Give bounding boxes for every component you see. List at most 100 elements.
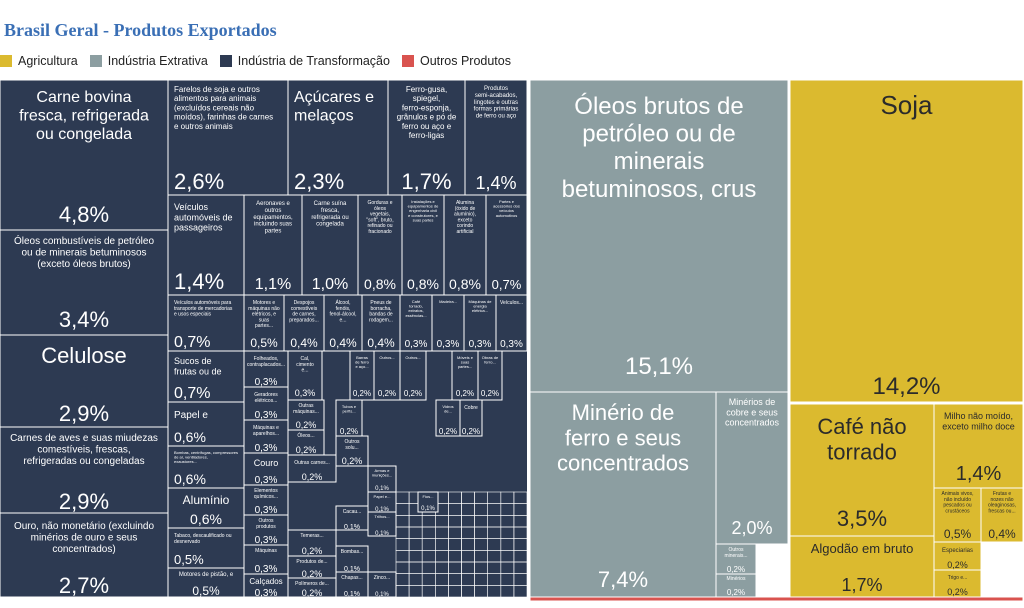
tile-rect-ferro-gusa <box>387 79 466 196</box>
treemap-tile-folheados[interactable]: Folheados, contraplacados... 0,3% <box>243 350 289 388</box>
treemap-tile-carne-bovina[interactable]: Carne bovina fresca, refrigerada ou congel… <box>0 79 169 231</box>
treemap-tile-moveis[interactable]: Móveis e suas partes... 0,2% <box>451 350 479 401</box>
treemap-tile-animais-vivos[interactable]: Animais vivos, não incluído pescados ou cru… <box>933 487 982 543</box>
treemap-tile-armas[interactable]: Armas e munições... 0,1% <box>367 465 397 493</box>
tile-rect-cobre <box>459 399 483 437</box>
treemap-tile-papel[interactable]: Papel e 0,6% <box>167 401 245 447</box>
treemap-tile-oleos-brutos[interactable]: Óleos brutos de petróleo ou de minerais bet… <box>529 79 789 393</box>
treemap-tile-motores-eletricos[interactable]: Motores e máquinas não elétricos, e suas par… <box>243 294 285 352</box>
treemap-tile-alcool[interactable]: Álcool, fenóis, fenol-álcool, e... 0,4% <box>323 294 363 352</box>
treemap-tile-couro[interactable]: Couro 0,3% <box>243 452 289 486</box>
legend-item-transformacao[interactable]: Indústria de Transformação <box>219 54 390 68</box>
treemap-tile-carne-suina[interactable]: Carne suína fresca, refrigerada ou congelad… <box>301 194 359 296</box>
treemap-tile-veiculos-carga[interactable]: Veículos automóveis para transporte de me… <box>167 294 245 352</box>
treemap-tile-soja[interactable]: Soja 14,2% <box>789 79 1024 403</box>
treemap-tile-bombas-2[interactable]: Bombas... 0,1% <box>335 545 369 573</box>
treemap-tile-outros-prod-comest[interactable]: Outros produtos 0,3% <box>243 514 289 546</box>
treemap-tile-carnes-aves[interactable]: Carnes de aves e suas miudezas comestívei… <box>0 426 169 514</box>
treemap-tile-minerios-cobre[interactable]: Minérios de cobre e seus concentrados 2,0% <box>715 391 789 545</box>
tile-rect-aeronaves <box>243 194 303 296</box>
treemap-tile-tubos[interactable]: Tubos e perfis... 0,2% <box>335 399 363 437</box>
treemap-tile-ferro-gusa[interactable]: Ferro-gusa, spiegel, ferro-esponja, grânulo… <box>387 79 466 196</box>
treemap-tile-farelos[interactable]: Farelos de soja e outros alimentos para a… <box>167 79 289 196</box>
treemap-tile-sucos[interactable]: Sucos de frutas ou de 0,7% <box>167 350 245 403</box>
treemap-tile-tempero[interactable]: Temeras... 0,2% <box>287 529 337 557</box>
treemap-tile-oleos-comb[interactable]: Óleos combustíveis de petróleo ou de mine… <box>0 229 169 336</box>
treemap-tile-ouro[interactable]: Ouro, não monetário (excluindo minérios d… <box>0 512 169 598</box>
treemap-tile-outros-minerais[interactable]: Outros minerais... 0,2% <box>715 543 757 575</box>
treemap-tile-minerios-de[interactable]: Minérios 0,2% <box>715 573 757 598</box>
treemap-tile-minerio-ferro[interactable]: Minério de ferro e seus concentrados 7,4% <box>529 391 717 598</box>
treemap-tile-cafe[interactable]: Café não torrado 3,5% <box>789 403 935 537</box>
treemap-tile-acucares[interactable]: Açúcares e melaços 2,3% <box>287 79 389 196</box>
treemap-tile-milho[interactable]: Milho não moído, exceto milho doce 1,4% <box>933 403 1024 489</box>
treemap-tile-fios[interactable]: Fios... 0,1% <box>417 491 439 513</box>
treemap-tile-outros-prod-tiny[interactable] <box>529 596 1024 602</box>
treemap-tile-calcados[interactable]: Calçados 0,3% <box>243 573 289 599</box>
treemap-tile-chapas[interactable]: Chapas... 0,1% <box>335 571 369 598</box>
tile-rect-tempero <box>287 529 337 557</box>
legend-item-extrativa[interactable]: Indústria Extrativa <box>89 54 208 68</box>
tile-rect-pneus <box>361 294 401 352</box>
treemap-tile-outras-carnes[interactable]: Outras carnes... 0,2% <box>287 454 337 483</box>
treemap-tile-zinco[interactable]: Zinco... 0,1% <box>367 571 397 598</box>
treemap-tile-produtos-de[interactable]: Produtos de... 0,2% <box>287 555 337 579</box>
tile-value-tabaco: 0,5% <box>174 552 204 567</box>
treemap-tile-outros-sol[interactable]: Outros solu... 0,2% <box>335 435 369 467</box>
tile-label-pneus: Pneus de borracha, bandas de rodagem... <box>369 300 393 323</box>
tile-rect-trigo <box>933 569 982 598</box>
treemap-tile-outros-1[interactable]: Outros... 0,2% <box>373 350 401 401</box>
treemap-tile-trigo[interactable]: Trigo e... 0,2% <box>933 569 982 598</box>
treemap-tile-cafe-torrado[interactable]: Café torrado, extratos, essências... 0,3% <box>399 294 433 352</box>
treemap-tile-veiculos-pass[interactable]: Veículos automóveis de passageiros 1,4% <box>167 194 245 296</box>
tile-label-ferro-gusa: Ferro-gusa, spiegel, ferro-esponja, grânulo… <box>397 85 457 140</box>
treemap-tile-aeronaves[interactable]: Aeronaves e outros equipamentos, incluindo … <box>243 194 303 296</box>
tile-rect-gorduras <box>357 194 403 296</box>
treemap-tile-partes-veiculos[interactable]: Partes e acessórios dos veículos automotivo… <box>485 194 528 296</box>
treemap-tile-bombas[interactable]: Bombas, centrífugas, compressores de ar, … <box>167 445 245 489</box>
treemap-tile-maquinas-energia[interactable]: Máquinas de energia elétrica... 0,3% <box>463 294 497 352</box>
tile-label-tabaco: Tabaco, descaulificado ou desnervado <box>174 533 232 545</box>
tile-rect-minerios-de <box>715 573 757 598</box>
tile-value-frutas: 0,4% <box>988 527 1016 541</box>
treemap-tile-outros-2[interactable]: Outros... 0,2% <box>399 350 427 401</box>
treemap-tile-madeira[interactable]: Madeira... 0,3% <box>431 294 465 352</box>
treemap-tile-cobre[interactable]: Cobre 0,2% <box>459 399 483 437</box>
tile-rect-maquinas-energia <box>463 294 497 352</box>
treemap-tile-pneus[interactable]: Pneus de borracha, bandas de rodagem... 0,4% <box>361 294 401 352</box>
treemap-tile-elementos-quimicos[interactable]: Elementos químicos... 0,3% <box>243 484 289 516</box>
treemap-tile-barras[interactable]: Barras de ferro e aço... 0,2% <box>349 350 375 401</box>
treemap-tile-aluminio[interactable]: Alumínio 0,6% <box>167 487 245 529</box>
treemap-tile-obras[interactable]: Obras de ferro... 0,2% <box>477 350 503 401</box>
treemap-tile-veiculos-outros[interactable]: Veículos... 0,3% <box>495 294 528 352</box>
treemap-tile-maquinas-aparelhos[interactable]: Máquinas e aparelhos... 0,3% <box>243 419 289 454</box>
tile-rect-oleos-comb <box>0 229 169 336</box>
treemap-tile-papel-outro[interactable]: Papel e... 0,1% <box>367 491 397 513</box>
treemap-tile-algodao[interactable]: Algodão em bruto 1,7% <box>789 535 935 598</box>
legend-item-outros[interactable]: Outros Produtos <box>401 54 511 68</box>
tile-label-carne-suina: Carne suína fresca, refrigerada ou congelad… <box>311 201 348 228</box>
tile-value-aluminio: 0,6% <box>190 511 222 527</box>
treemap-tile-celulose[interactable]: Celulose 2,9% <box>0 334 169 428</box>
treemap-tile-trilhos[interactable]: Trilhos... 0,1% <box>367 511 397 537</box>
legend-item-agricultura[interactable]: Agricultura <box>0 54 78 68</box>
treemap-tile-tabaco[interactable]: Tabaco, descaulificado ou desnervado 0,5% <box>167 527 245 569</box>
treemap-tile-vidros[interactable]: Vidros de... 0,2% <box>435 399 461 437</box>
treemap-tile-maquinas-agricolas[interactable]: Máquinas 0,3% <box>243 544 289 575</box>
treemap-tile-alumina[interactable]: Alumina (óxido de alumínio), exceto corindo a… <box>443 194 487 296</box>
treemap-tile-outras-maquinas[interactable]: Outras máquinas... 0,2% <box>287 399 325 431</box>
treemap-tile-semi-acabados[interactable]: Produtos semi-acabados, lingotes e outras f… <box>464 79 528 196</box>
treemap-tile-frutas[interactable]: Frutas e nozes não oleaginosas, frescas ou.… <box>980 487 1024 543</box>
treemap-tile-especiarias[interactable]: Especiarias 0,2% <box>933 541 982 571</box>
treemap-tile-despojos[interactable]: Despojos comestíveis de carnes, preparados.… <box>283 294 325 352</box>
tile-label-couro: Couro <box>254 458 279 468</box>
treemap-tile-motores-pistao[interactable]: Motores de pistão, e 0,5% <box>167 567 245 598</box>
treemap-tile-cacau[interactable]: Cacau... 0,1% <box>335 505 369 531</box>
treemap-tile-oleos-essenciais[interactable]: Óleos... 0,2% <box>287 429 325 456</box>
treemap-tile-instalacoes[interactable]: Instalações e equipamentos de engenharia c… <box>401 194 445 296</box>
treemap-tile-geradores[interactable]: Geradores elétricos... 0,3% <box>243 386 289 421</box>
treemap-tile-polimeros[interactable]: Polímeros de...0,2% <box>287 577 337 598</box>
treemap-tile-gorduras[interactable]: Gorduras e óleos vegetais, "soft", bruto, re… <box>357 194 403 296</box>
tile-value-gorduras: 0,8% <box>364 276 396 292</box>
treemap-tile-cal-cimento[interactable]: Cal, cimento e... 0,3% <box>287 350 323 401</box>
